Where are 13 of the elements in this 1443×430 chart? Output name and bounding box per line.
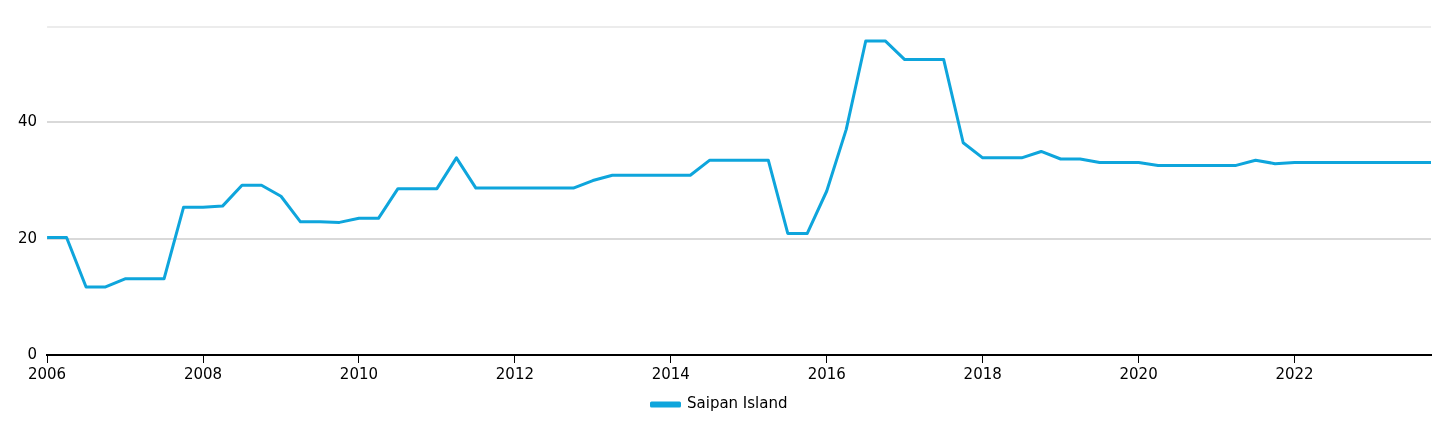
x-tick-label: 2018 — [963, 364, 1002, 383]
x-tick-label: 2012 — [495, 364, 534, 383]
x-tick-label: 2008 — [183, 364, 223, 383]
x-tick-label: 2006 — [27, 364, 67, 383]
x-tick-label: 2010 — [339, 364, 379, 383]
x-tick-label: 2016 — [807, 364, 846, 383]
x-tick-label: 2014 — [651, 364, 690, 383]
x-tick-label: 2022 — [1275, 364, 1314, 383]
x-tick-label: 2020 — [1119, 364, 1158, 383]
legend-label: Saipan Island — [687, 394, 788, 413]
y-tick-label: 20 — [17, 228, 38, 247]
y-tick-label: 40 — [17, 112, 38, 131]
y-tick-label: 0 — [27, 344, 38, 363]
